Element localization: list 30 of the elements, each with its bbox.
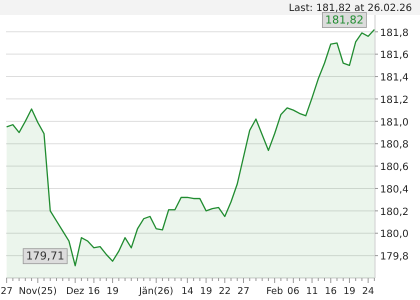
x-tick-label: 19 (200, 286, 212, 297)
x-tick-label: 24 (362, 286, 374, 297)
y-tick-label: 181,0 (380, 117, 409, 128)
y-tick-label: 181,4 (380, 72, 409, 84)
x-tick-label: 11 (306, 286, 318, 297)
y-tick-label: 179,8 (380, 252, 409, 263)
x-tick-label: Dez (66, 286, 84, 297)
x-tick-label: Jän(26) (138, 286, 174, 297)
x-tick-label: 16 (88, 286, 100, 297)
x-tick-label: 27 (0, 286, 13, 297)
x-tick-label: Nov(25) (18, 286, 57, 297)
x-tick-label: 16 (324, 286, 337, 297)
x-tick-label: 14 (181, 286, 194, 297)
x-tick-label: 19 (106, 286, 119, 297)
chart-title: Last: 181,82 at 26.02.26 (288, 3, 412, 14)
y-tick-label: 181,6 (380, 50, 409, 62)
x-tick-label: 19 (343, 286, 356, 297)
y-tick-label: 181,8 (380, 28, 409, 39)
y-tick-label: 181,2 (380, 94, 409, 106)
x-tick-label: Feb (266, 286, 284, 297)
y-tick-label: 180,6 (380, 162, 409, 174)
y-tick-label: 180,4 (380, 184, 409, 196)
y-tick-label: 180,8 (380, 140, 409, 151)
annotation: 179,71 (26, 250, 64, 263)
x-tick-label: 27 (237, 286, 250, 297)
annotation: 181,82 (325, 14, 364, 27)
x-tick-label: 22 (218, 286, 231, 297)
y-tick-label: 180,2 (380, 206, 409, 218)
x-tick-label: 06 (287, 286, 300, 297)
y-tick-label: 180,0 (380, 229, 409, 240)
